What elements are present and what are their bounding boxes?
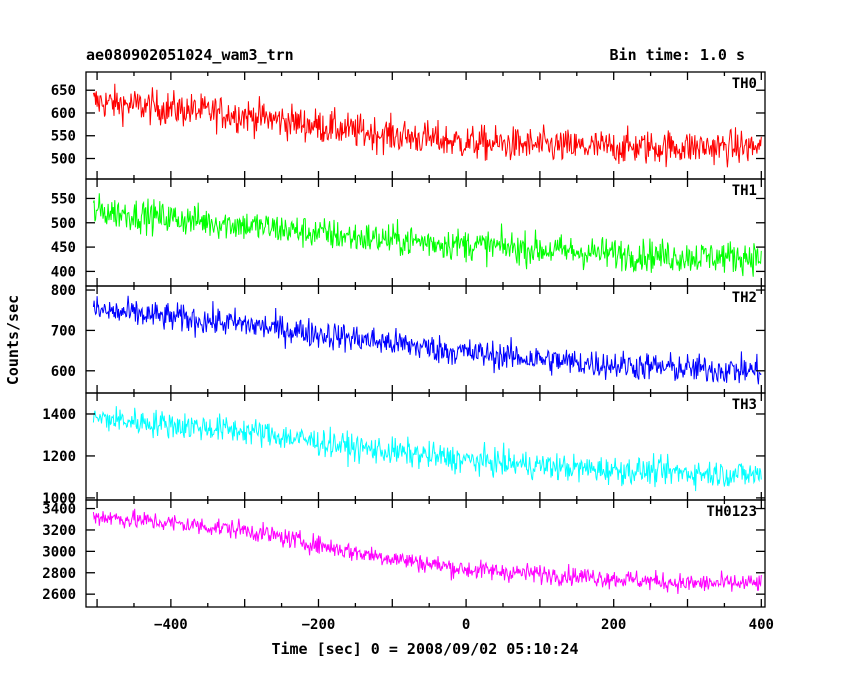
panel-frame [85, 499, 766, 608]
y-tick-label: 500 [51, 216, 76, 232]
y-tick-label: 1400 [42, 407, 76, 423]
series-line-th0123 [92, 508, 762, 595]
panel-th0123: TH0123 2600 2800 3000 3200 3400 [42, 499, 766, 608]
panel-label: TH2 [732, 290, 757, 306]
series-line-th3 [92, 406, 762, 492]
y-tick-label: 1200 [42, 449, 76, 465]
panel-frame [85, 285, 766, 394]
y-tick-label: 700 [51, 323, 76, 339]
y-tick-label: 600 [51, 106, 76, 122]
panels: TH0 500 550 600 650 TH1 400 450 500 550 TH2 600 700 8… [42, 71, 774, 633]
x-tick-label: 0 [462, 617, 470, 633]
y-tick-label: 3200 [42, 523, 76, 539]
panel-frame [85, 178, 766, 287]
y-tick-label: 550 [51, 129, 76, 145]
series-line-th2 [92, 295, 762, 385]
x-tick-label: 200 [601, 617, 626, 633]
y-axis-label: Counts/sec [4, 295, 22, 385]
panel-th1: TH1 400 450 500 550 [51, 178, 766, 287]
x-tick-label: −400 [154, 617, 188, 633]
series-line-th0 [92, 83, 762, 168]
y-tick-label: 1000 [42, 491, 76, 507]
panel-label: TH0 [732, 76, 757, 92]
panel-th0: TH0 500 550 600 650 [51, 71, 766, 180]
chart-title: ae080902051024_wam3_trn [86, 46, 294, 64]
y-tick-label: 800 [51, 283, 76, 299]
y-tick-label: 450 [51, 240, 76, 256]
series-line-th1 [92, 193, 762, 277]
y-tick-label: 3000 [42, 544, 76, 560]
x-tick-label: 400 [749, 617, 774, 633]
y-tick-label: 550 [51, 191, 76, 207]
panel-frame [85, 392, 766, 501]
y-tick-label: 650 [51, 83, 76, 99]
y-tick-label: 2600 [42, 587, 76, 603]
bin-time-label: Bin time: 1.0 s [610, 46, 745, 64]
y-tick-label: 500 [51, 152, 76, 168]
panel-th2: TH2 600 700 800 [51, 283, 766, 394]
panel-th3: TH3 1000 1200 1400 [42, 392, 766, 507]
y-tick-label: 3400 [42, 502, 76, 518]
y-tick-label: 600 [51, 364, 76, 380]
y-tick-label: 400 [51, 264, 76, 280]
panel-label: TH1 [732, 183, 757, 199]
x-tick-label: −200 [302, 617, 336, 633]
y-tick-label: 2800 [42, 566, 76, 582]
panel-label: TH0123 [706, 504, 757, 520]
panel-label: TH3 [732, 397, 757, 413]
x-axis-label: Time [sec] 0 = 2008/09/02 05:10:24 [271, 640, 578, 658]
